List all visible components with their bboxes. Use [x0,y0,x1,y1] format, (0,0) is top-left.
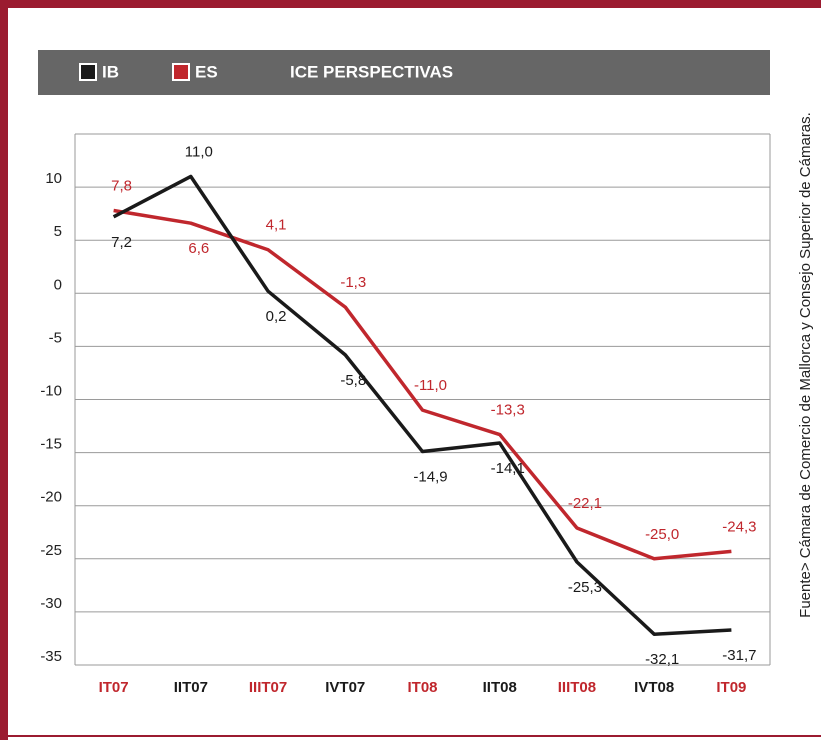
y-tick-label: -5 [49,329,62,346]
data-label: -14,9 [413,469,447,486]
series-line [113,208,732,561]
data-label: -14,1 [491,460,525,477]
x-tick-label: IVT07 [325,679,365,696]
x-tick-label: IT07 [99,679,129,696]
source: Fuente> Cámara de Comercio de Mallorca y… [797,112,814,618]
series-line [112,174,732,636]
legend-bar [38,50,770,95]
data-label: -31,7 [722,647,756,664]
x-tick-label: IIT08 [483,679,517,696]
frame-top [0,0,821,8]
data-label: -25,3 [568,579,602,596]
x-tick-label: IIT07 [174,679,208,696]
y-tick-label: -20 [40,489,62,506]
legend-swatch [172,63,190,81]
data-label: -22,1 [568,495,602,512]
data-label: -13,3 [491,402,525,419]
frame-left [0,0,8,740]
y-tick-label: 0 [54,276,62,293]
y-tick-label: -30 [40,595,62,612]
legend-title: ICE PERSPECTIVAS [290,62,453,81]
data-label: 4,1 [266,217,287,234]
frame-bottom [0,735,821,737]
x-tick-label: IT08 [407,679,437,696]
x-tick-label: IVT08 [634,679,674,696]
data-label: -24,3 [722,518,756,535]
x-tick-label: IT09 [716,679,746,696]
data-label: -1,3 [340,274,366,291]
y-tick-label: -10 [40,382,62,399]
x-tick-label: IIIT08 [558,679,596,696]
x-tick-label: IIIT07 [249,679,287,696]
legend-label: IB [102,62,119,81]
y-tick-label: -15 [40,436,62,453]
y-tick-label: 10 [45,170,62,187]
y-tick-label: 5 [54,223,62,240]
y-tick-label: -25 [40,542,62,559]
legend-label: ES [195,62,218,81]
data-label: 6,6 [188,240,209,257]
data-label: 11,0 [185,143,213,160]
data-label: -5,8 [340,372,366,389]
data-label: 7,2 [111,234,132,251]
legend-swatch [79,63,97,81]
data-label: -11,0 [414,377,447,394]
y-tick-label: -35 [40,648,62,665]
data-label: -25,0 [645,526,679,543]
data-label: -32,1 [645,651,679,668]
data-label: 7,8 [111,177,132,194]
data-label: 0,2 [266,308,287,325]
